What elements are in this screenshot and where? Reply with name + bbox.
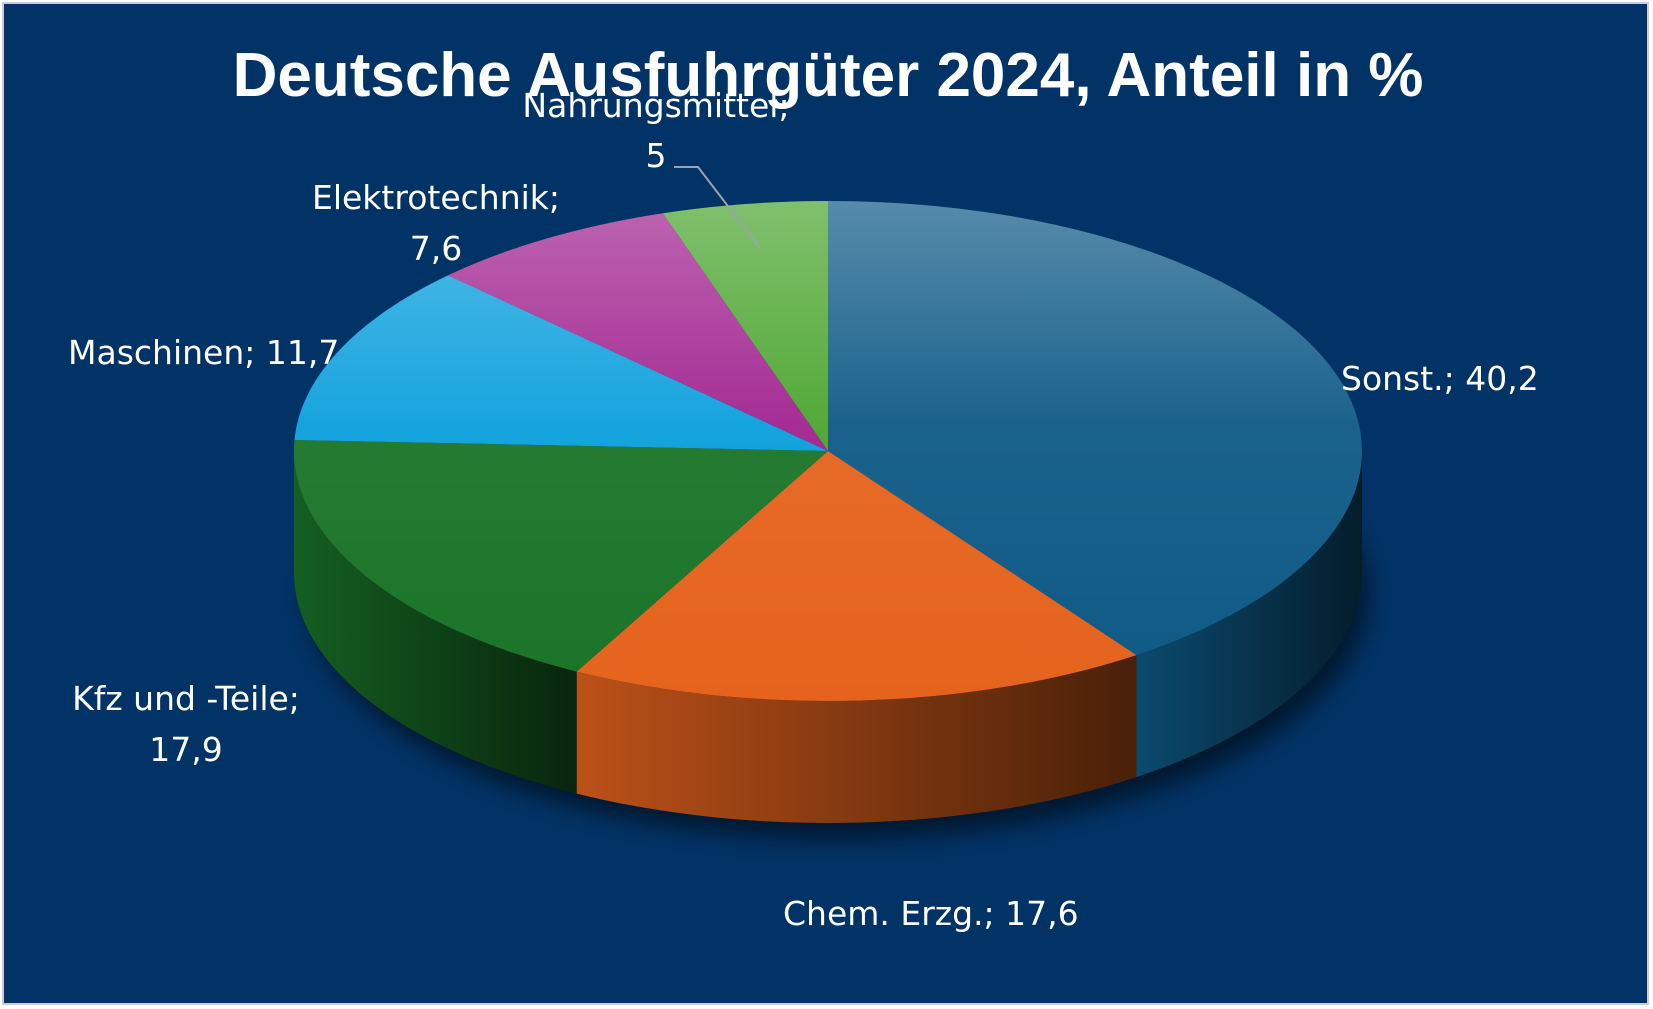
pie-chart: Sonst.; 40,2 Chem. Erzg.; 17,6 Kfz und -Te… — [68, 41, 1539, 933]
chart-title: Deutsche Ausfuhrgüter 2024, Anteil in % — [233, 41, 1424, 110]
data-label-0: Sonst.; 40,2 — [1341, 359, 1539, 398]
data-label-2: Kfz und -Teile; 17,9 — [72, 679, 300, 769]
data-label-4: Elektrotechnik; 7,6 — [312, 178, 560, 268]
leader-line-nahrungsmittel — [674, 166, 761, 249]
pie-side-2 — [294, 451, 577, 794]
pie-side-1 — [576, 655, 1137, 823]
data-label-1: Chem. Erzg.; 17,6 — [783, 894, 1079, 933]
data-label-5: Nahrungsmittel; 5 — [522, 86, 789, 175]
data-label-3: Maschinen; 11,7 — [68, 333, 339, 372]
pie-gloss — [294, 201, 1362, 701]
pie-side-0 — [1136, 451, 1363, 778]
